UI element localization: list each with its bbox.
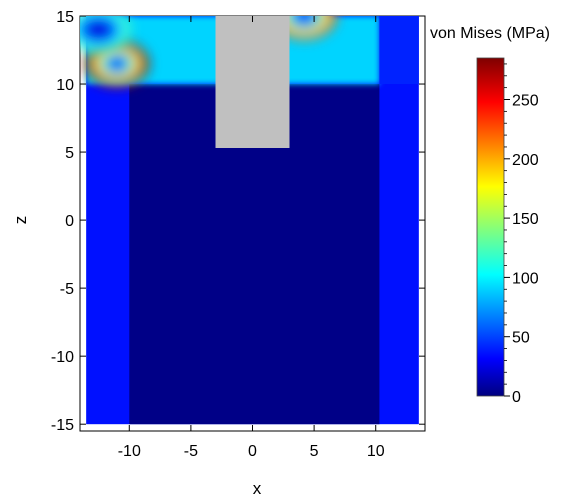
- hotspot-1: [84, 40, 149, 87]
- hotspot-3: [80, 16, 131, 53]
- region-right-top-corner: [379, 16, 419, 85]
- y-tick-label: 15: [56, 9, 74, 26]
- x-tick-label: -10: [118, 443, 141, 460]
- colorbar-title: von Mises (MPa): [430, 25, 550, 42]
- colorbar-tick-label: 200: [512, 152, 539, 169]
- colorbar-tick-label: 150: [512, 211, 539, 228]
- masked-insert: [215, 16, 290, 148]
- y-axis: -15 -10 -5 0 5 10 15: [51, 9, 425, 434]
- y-tick-label: 0: [65, 213, 74, 230]
- colorbar-tick-label: 250: [512, 93, 539, 110]
- colorbar: [476, 57, 505, 397]
- y-tick-label: -10: [51, 349, 74, 366]
- colorbar-tick-label: 0: [512, 389, 521, 406]
- y-tick-label: 5: [65, 145, 74, 162]
- heatmap-field: [80, 16, 419, 425]
- y-tick-label: 10: [56, 77, 74, 94]
- colorbar-ticks: 0 50 100 150 200 250: [504, 63, 539, 406]
- x-tick-label: 10: [367, 443, 385, 460]
- colorbar-tick-label: 100: [512, 270, 539, 287]
- x-tick-label: 5: [310, 443, 319, 460]
- x-axis: -10 -5 0 5 10: [118, 16, 385, 460]
- y-tick-label: -15: [51, 417, 74, 434]
- x-axis-label: x: [253, 479, 262, 498]
- x-tick-label: -5: [184, 443, 198, 460]
- x-tick-label: 0: [248, 443, 257, 460]
- colorbar-tick-label: 50: [512, 330, 530, 347]
- y-axis-label: z: [11, 216, 30, 225]
- y-tick-label: -5: [60, 281, 74, 298]
